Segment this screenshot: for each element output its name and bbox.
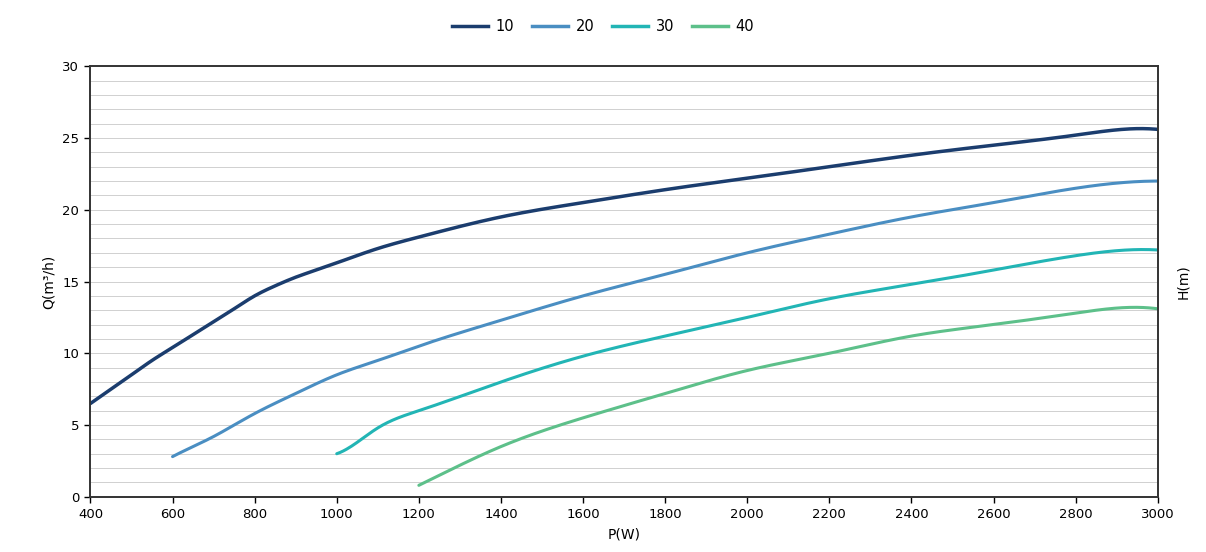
Legend: 10, 20, 30, 40: 10, 20, 30, 40 xyxy=(446,13,760,40)
Y-axis label: H(m): H(m) xyxy=(1176,264,1190,299)
X-axis label: P(W): P(W) xyxy=(608,528,640,542)
Y-axis label: Q(m³/h): Q(m³/h) xyxy=(41,254,55,309)
